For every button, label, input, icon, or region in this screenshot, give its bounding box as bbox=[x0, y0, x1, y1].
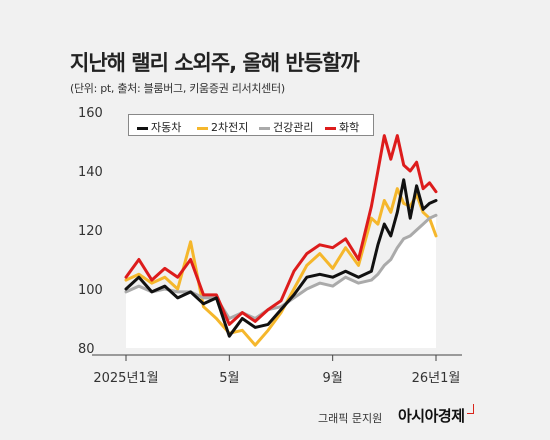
legend-item-battery: 2차전지 bbox=[197, 119, 248, 135]
legend-item-chem: 화학 bbox=[325, 119, 359, 135]
y-tick-label: 80 bbox=[78, 342, 95, 357]
legend-label: 2차전지 bbox=[211, 121, 249, 134]
series-line-화학 bbox=[124, 134, 438, 326]
x-tick-label: 26년1월 bbox=[412, 371, 461, 386]
y-tick-label: 140 bbox=[78, 165, 103, 180]
y-tick-label: 100 bbox=[78, 283, 103, 298]
graphic-credit: 그래픽 문지원 bbox=[318, 412, 383, 425]
chart-legend: 자동차 2차전지 건강관리 화학 bbox=[128, 114, 374, 136]
series-line-자동차 bbox=[124, 178, 438, 338]
legend-label: 자동차 bbox=[151, 121, 182, 134]
series-line-2차전지 bbox=[124, 187, 438, 347]
legend-label: 건강관리 bbox=[273, 121, 314, 134]
y-tick-label: 160 bbox=[78, 106, 103, 121]
x-tick-label: 5월 bbox=[219, 371, 239, 386]
legend-swatch bbox=[137, 126, 148, 130]
legend-swatch bbox=[325, 126, 336, 130]
brand-logo: 아시아경제 bbox=[398, 407, 465, 425]
brand-mark-icon bbox=[467, 404, 474, 414]
legend-item-car: 자동차 bbox=[137, 119, 181, 135]
legend-label: 화학 bbox=[339, 121, 360, 134]
x-tick-label: 9월 bbox=[323, 371, 343, 386]
legend-swatch bbox=[259, 126, 270, 130]
chart-subtitle: (단위: pt, 출처: 블룸버그, 키움증권 리서치센터) bbox=[70, 82, 285, 95]
legend-item-health: 건강관리 bbox=[259, 119, 313, 135]
series-area-건강관리 bbox=[126, 215, 436, 348]
legend-swatch bbox=[197, 126, 208, 130]
chart-title: 지난해 랠리 소외주, 올해 반등할까 bbox=[70, 51, 360, 75]
x-tick-label: 2025년1월 bbox=[93, 371, 158, 386]
y-tick-label: 120 bbox=[78, 224, 103, 239]
